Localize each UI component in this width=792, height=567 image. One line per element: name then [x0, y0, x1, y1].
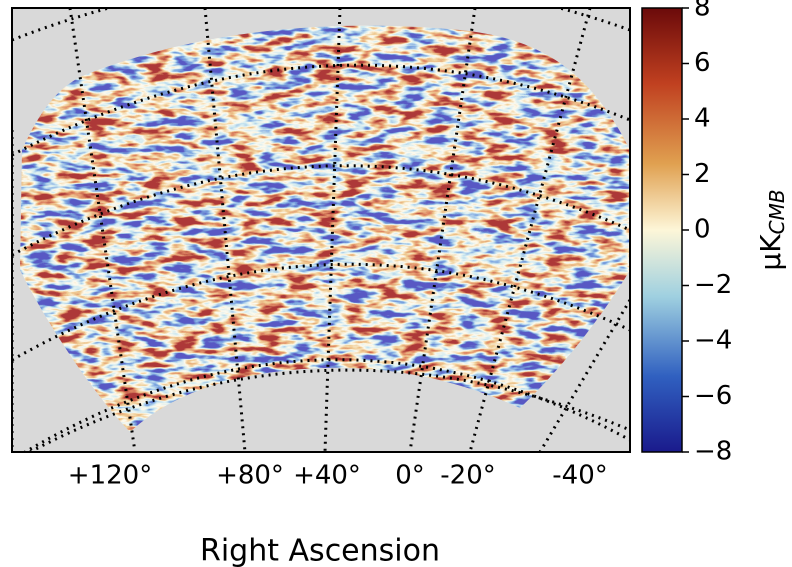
x-tick-label: -20° [440, 461, 495, 491]
colorbar-label: μKCMB [754, 189, 789, 270]
colorbar-tick-label: 6 [694, 48, 711, 78]
colorbar-tick-label: −8 [694, 437, 732, 467]
x-tick-label: +80° [216, 461, 284, 491]
colorbar-label-main: μK [754, 234, 787, 271]
colorbar-tick-label: −4 [694, 326, 732, 356]
x-tick-label: +40° [293, 461, 361, 491]
map-noise [20, 25, 630, 432]
colorbar-tick-label: 8 [694, 0, 711, 23]
x-tick-label: -40° [552, 461, 607, 491]
x-tick-label: +120° [68, 461, 152, 491]
colorbar-tick-label: 0 [694, 215, 711, 245]
map-panel [11, 7, 631, 453]
plot-frame [11, 7, 631, 453]
map-field [20, 25, 630, 432]
colorbar-tick-label: 4 [694, 104, 711, 134]
x-tick-label: 0° [395, 461, 425, 491]
x-axis-label: Right Ascension [200, 534, 440, 567]
colorbar-tick-label: 2 [694, 159, 711, 189]
colorbar-tick-label: −6 [694, 381, 732, 411]
colorbar-label-subscript: CMB [765, 189, 789, 234]
colorbar-tick-label: −2 [694, 270, 732, 300]
graticule [12, 8, 630, 452]
colorbar [641, 7, 683, 453]
